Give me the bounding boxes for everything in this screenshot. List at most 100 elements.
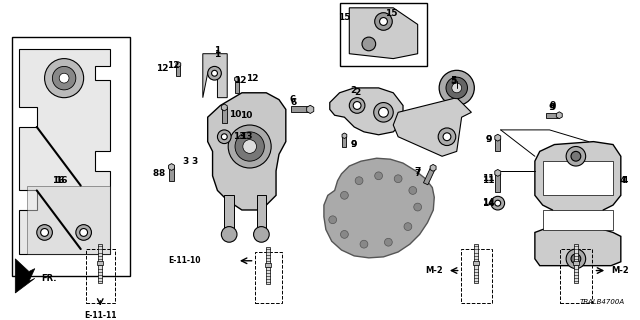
Polygon shape	[424, 167, 435, 185]
Polygon shape	[176, 62, 180, 67]
Bar	[99, 244, 102, 283]
Text: 9: 9	[548, 103, 555, 112]
Bar	[474, 261, 479, 265]
Polygon shape	[235, 79, 239, 93]
Text: 12: 12	[234, 76, 246, 84]
Text: 9: 9	[549, 101, 556, 110]
Text: TBALB4700A: TBALB4700A	[580, 299, 625, 305]
Circle shape	[438, 128, 456, 146]
Text: 10: 10	[239, 111, 252, 120]
Circle shape	[362, 37, 376, 51]
Circle shape	[380, 18, 387, 25]
Text: 12: 12	[246, 74, 259, 83]
Text: 15: 15	[338, 13, 351, 22]
Polygon shape	[208, 93, 286, 210]
Polygon shape	[221, 104, 227, 111]
Circle shape	[218, 130, 231, 144]
Polygon shape	[177, 64, 180, 76]
Text: 8: 8	[153, 169, 159, 178]
Circle shape	[41, 228, 49, 236]
Bar	[255, 252, 282, 303]
Text: 11: 11	[482, 176, 494, 185]
Text: 9: 9	[486, 135, 492, 144]
Text: 15: 15	[385, 9, 397, 18]
Text: 1: 1	[214, 50, 221, 59]
Polygon shape	[27, 186, 110, 254]
Text: 3: 3	[192, 157, 198, 166]
Text: 13: 13	[241, 132, 253, 141]
Text: 12: 12	[157, 64, 169, 73]
Circle shape	[221, 134, 227, 140]
Text: 9: 9	[351, 140, 357, 149]
Bar	[574, 244, 578, 283]
Circle shape	[571, 151, 580, 161]
Circle shape	[228, 125, 271, 168]
Circle shape	[452, 83, 461, 93]
Circle shape	[45, 59, 84, 98]
Polygon shape	[307, 105, 314, 114]
Text: 5: 5	[451, 76, 457, 85]
Text: 2: 2	[354, 88, 360, 97]
Bar	[340, 3, 428, 67]
Bar	[266, 247, 270, 284]
Bar	[97, 261, 103, 265]
Bar	[461, 249, 492, 303]
Bar	[573, 261, 579, 265]
Text: 16: 16	[52, 176, 65, 185]
Polygon shape	[330, 88, 403, 135]
Circle shape	[374, 172, 383, 180]
Text: 10: 10	[229, 110, 241, 119]
Text: 16: 16	[55, 176, 67, 185]
Bar	[560, 249, 591, 303]
Text: 3: 3	[182, 157, 188, 166]
Polygon shape	[257, 195, 266, 235]
Circle shape	[76, 225, 92, 240]
Polygon shape	[495, 138, 500, 151]
Text: 9: 9	[351, 140, 357, 149]
Polygon shape	[393, 98, 472, 156]
Circle shape	[374, 102, 393, 122]
Text: 13: 13	[233, 132, 245, 141]
Circle shape	[379, 108, 388, 117]
Polygon shape	[222, 108, 227, 123]
Circle shape	[80, 228, 88, 236]
Circle shape	[340, 230, 348, 238]
Text: 7: 7	[415, 167, 421, 176]
Polygon shape	[15, 259, 35, 293]
Circle shape	[566, 249, 586, 268]
Circle shape	[409, 187, 417, 194]
Text: 9: 9	[549, 103, 556, 112]
Circle shape	[349, 98, 365, 113]
Polygon shape	[168, 164, 175, 171]
Circle shape	[52, 67, 76, 90]
Text: 6: 6	[291, 98, 297, 107]
Text: 8: 8	[159, 169, 165, 178]
Circle shape	[439, 70, 474, 106]
Circle shape	[566, 147, 586, 166]
Polygon shape	[543, 210, 613, 229]
Circle shape	[394, 175, 402, 183]
Polygon shape	[535, 142, 621, 266]
Polygon shape	[169, 167, 174, 181]
Circle shape	[235, 132, 264, 161]
Circle shape	[495, 200, 500, 206]
Circle shape	[414, 203, 422, 211]
Polygon shape	[495, 134, 500, 141]
Text: E-11-10: E-11-10	[168, 256, 201, 265]
Polygon shape	[224, 195, 234, 235]
Polygon shape	[495, 170, 500, 176]
Polygon shape	[546, 113, 559, 118]
Polygon shape	[291, 107, 310, 112]
Polygon shape	[430, 164, 436, 171]
Text: FR.: FR.	[42, 274, 57, 283]
Text: 14: 14	[482, 199, 494, 208]
Text: 7: 7	[415, 169, 421, 178]
Text: 4: 4	[620, 176, 626, 185]
Circle shape	[60, 73, 69, 83]
Circle shape	[443, 133, 451, 141]
Circle shape	[221, 227, 237, 242]
Circle shape	[374, 13, 392, 30]
Text: E-11-11: E-11-11	[84, 311, 116, 320]
Bar	[474, 244, 478, 283]
Polygon shape	[543, 161, 613, 195]
